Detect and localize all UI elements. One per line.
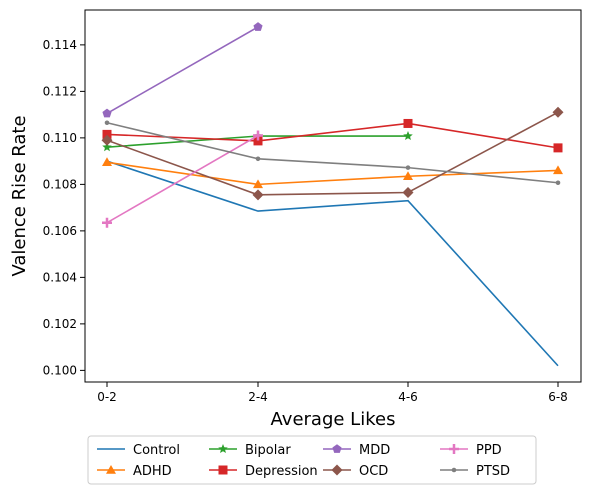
data-point [253, 22, 263, 31]
series-line [106, 26, 259, 115]
data-point [102, 142, 112, 152]
series-ocd [101, 106, 564, 201]
series-line [106, 134, 259, 224]
y-tick-label: 0.112 [43, 84, 77, 98]
data-point [253, 130, 263, 141]
x-tick-label: 4-6 [398, 390, 418, 404]
legend-item-bipolar: Bipolar [209, 443, 291, 458]
series-control [106, 160, 559, 367]
legend-marker [106, 465, 116, 474]
legend-item-depression: Depression [209, 464, 318, 479]
data-point [102, 129, 112, 139]
data-point [552, 106, 564, 118]
series-adhd [102, 157, 563, 189]
y-tick-label: 0.114 [43, 38, 77, 52]
y-tick-label: 0.108 [43, 177, 77, 191]
data-point [255, 156, 261, 162]
x-axis-ticks: 0-2 2-4 4-6 6-8 [97, 382, 568, 404]
data-point [102, 108, 112, 118]
legend: Control ADHD Bipolar Depression MDD OCD PPD PTS… [87, 435, 537, 485]
data-point [101, 134, 113, 146]
x-tick-label: 6-8 [548, 390, 568, 404]
y-axis-title: Valence Rise Rate [9, 115, 30, 276]
data-point [104, 120, 110, 126]
legend-marker [331, 464, 343, 476]
data-point [405, 165, 411, 170]
series-line [106, 161, 559, 186]
x-tick-label: 2-4 [248, 390, 268, 404]
data-point [253, 136, 263, 146]
y-tick-label: 0.110 [43, 131, 77, 145]
legend-label: MDD [359, 443, 390, 458]
series-line [106, 122, 559, 149]
data-point [403, 118, 413, 128]
series-line [106, 160, 559, 367]
data-point [553, 165, 563, 175]
series-line [106, 121, 559, 184]
legend-label: ADHD [133, 464, 172, 479]
series-layer [101, 22, 564, 367]
data-point [102, 217, 112, 228]
series-depression [102, 118, 563, 153]
data-point [253, 179, 263, 189]
y-tick-label: 0.100 [43, 363, 77, 377]
legend-label: PPD [476, 443, 502, 458]
legend-marker [451, 467, 457, 473]
legend-item-ppd: PPD [440, 443, 502, 458]
legend-label: Depression [245, 464, 318, 479]
data-point [102, 157, 112, 167]
legend-marker [449, 444, 459, 454]
legend-label: PTSD [476, 464, 510, 479]
legend-label: Bipolar [245, 443, 291, 458]
legend-item-control: Control [97, 443, 180, 458]
y-tick-label: 0.104 [43, 270, 77, 284]
legend-marker [332, 444, 342, 453]
legend-label: OCD [359, 464, 388, 479]
data-point [252, 189, 264, 201]
plot-area [84, 9, 582, 383]
legend-label: Control [133, 443, 180, 458]
series-ppd [102, 130, 263, 228]
data-point [403, 131, 413, 141]
data-point [403, 171, 413, 180]
x-tick-label: 0-2 [97, 390, 117, 404]
legend-marker [218, 444, 228, 454]
y-tick-label: 0.106 [43, 224, 77, 238]
series-line [106, 111, 559, 196]
data-point [555, 180, 561, 186]
y-axis-ticks: 0.100 0.102 0.104 0.106 0.108 0.110 0.112 0.114 [43, 38, 85, 377]
legend-frame [87, 435, 537, 485]
legend-item-ptsd: PTSD [440, 464, 510, 479]
legend-marker [218, 465, 228, 475]
legend-item-ocd: OCD [323, 464, 388, 479]
legend-items: Control ADHD Bipolar Depression MDD OCD PPD PTS… [97, 443, 510, 479]
data-point [553, 143, 563, 153]
x-axis-title: Average Likes [271, 409, 396, 430]
series-mdd [102, 22, 263, 118]
data-point [402, 187, 414, 199]
legend-item-mdd: MDD [323, 443, 390, 458]
series-ptsd [104, 120, 561, 186]
y-tick-label: 0.102 [43, 317, 77, 331]
legend-item-adhd: ADHD [97, 464, 172, 479]
